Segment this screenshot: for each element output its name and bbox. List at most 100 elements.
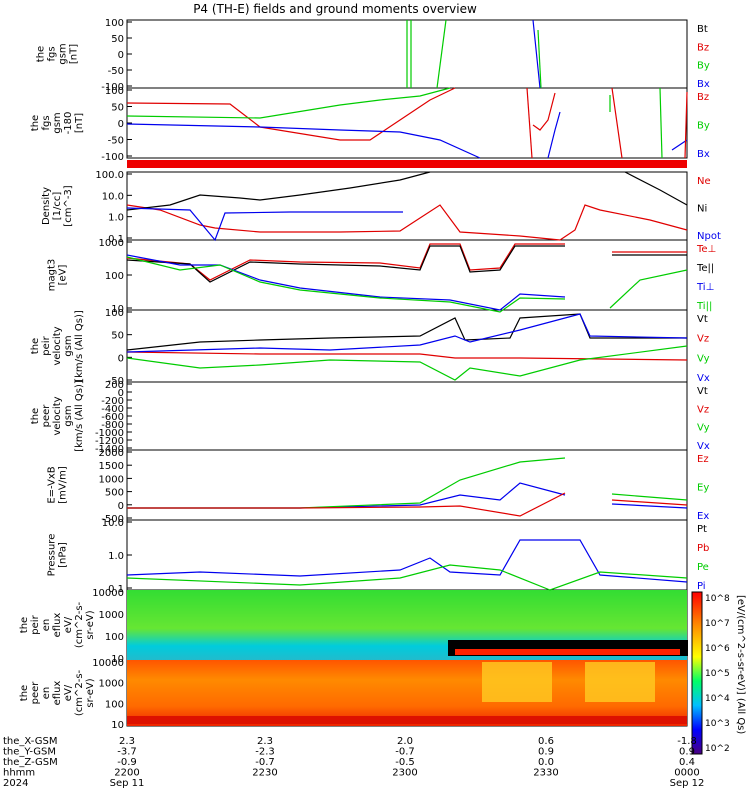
ytick-label: 1.0	[108, 213, 124, 224]
legend-label: Ti||	[696, 301, 712, 312]
ytick-label: -800	[101, 420, 124, 431]
xaxis-value: -0.7	[255, 757, 275, 768]
legend-label: Ne	[697, 176, 711, 187]
ytick-label: 100	[105, 271, 124, 282]
ytick-label: 1500	[99, 461, 124, 472]
ytick-label: 100	[105, 86, 124, 97]
ytick-label: 10.0	[102, 518, 124, 529]
ylabel-line: the	[36, 46, 47, 62]
ylabel-line: the	[30, 408, 41, 424]
ylabel-line: fgs	[47, 46, 58, 61]
ytick-label: 500	[105, 488, 124, 499]
efield-ez-trace	[611, 499, 688, 506]
legend-label: Ti⊥	[696, 282, 714, 293]
pressure-pi-trace	[126, 539, 688, 583]
xaxis-value: 2.3	[257, 736, 273, 747]
xaxis-value: 2.0	[397, 736, 413, 747]
ytick-label: 50	[111, 331, 124, 342]
density-ne-trace	[126, 204, 688, 241]
ytick-label: -400	[101, 404, 124, 415]
xaxis-value: 2230	[252, 768, 277, 779]
xaxis-row-label: the_Z-GSM	[3, 757, 58, 768]
bfield-by-trace	[537, 29, 542, 89]
ylabel-line: [eV]	[58, 265, 69, 286]
xaxis-value: 2300	[392, 768, 417, 779]
density-npot-trace	[126, 207, 403, 242]
colorbar-label: [eV/(cm^2-s-sr-eV)] (All Qs)	[735, 595, 746, 734]
ytick-label: 0.1	[108, 234, 124, 245]
ylabel-line: [nT]	[69, 44, 80, 64]
colorbar-tick-label: 10^2	[705, 744, 730, 754]
peir-vx-trace	[126, 313, 688, 353]
panel-frame-efield	[126, 449, 688, 521]
xaxis-value: 0.9	[679, 747, 695, 758]
spectrogram-hot-band	[455, 649, 680, 655]
ylabel-line: peir	[30, 614, 41, 634]
plot-title: P4 (TH-E) fields and ground moments over…	[193, 2, 477, 16]
ytick-label: 0	[118, 353, 124, 364]
ytick-label: 10	[111, 654, 124, 665]
legend-label: Ey	[697, 483, 709, 494]
efield-ex-trace	[611, 503, 688, 509]
temp-tipar-trace	[609, 269, 688, 309]
ylabel-line: [nT]	[74, 113, 85, 133]
ylabel-line: gsm	[63, 405, 74, 426]
pressure-pe-trace	[126, 564, 688, 591]
xaxis-value: -0.9	[117, 757, 137, 768]
ylabel-line: gsm	[52, 112, 63, 133]
ytick-label: 0.1	[108, 584, 124, 595]
ylabel-line: Density	[41, 187, 52, 225]
panel-frame-pressure	[126, 519, 688, 591]
ylabel-line: [cm^-3]	[63, 185, 74, 226]
ytick-label: -600	[101, 412, 124, 423]
ylabel-line: (cm^2-s-	[74, 601, 85, 648]
ylabel-line: magt3	[47, 259, 58, 292]
xaxis-row-label: the_X-GSM	[3, 736, 57, 747]
legend-label: Pi	[697, 581, 706, 592]
ytick-label: 1000	[99, 238, 124, 249]
ytick-label: 0	[118, 388, 124, 399]
bfield2-bx-trace	[671, 139, 688, 151]
bfield2-bz-trace	[526, 87, 533, 159]
xaxis-value: 0.9	[538, 747, 554, 758]
legend-label: Ez	[697, 454, 709, 465]
legend-label: Pe	[697, 562, 709, 573]
colorbar-tick-label: 10^8	[705, 594, 730, 604]
ylabel-line: gsm	[58, 43, 69, 64]
legend-label: Vt	[697, 314, 708, 325]
ytick-label: 10000	[92, 588, 124, 599]
legend-label: Vz	[697, 404, 709, 415]
temp-teperp-trace	[126, 243, 565, 281]
ylabel-line: [km/s (All Qs)]	[74, 310, 85, 382]
ytick-label: -100	[101, 152, 124, 163]
ylabel-line: E=-VxB	[47, 466, 58, 503]
ytick-label: 1000	[99, 474, 124, 485]
xaxis-value: -0.5	[395, 757, 415, 768]
xaxis-row-label: hhmm	[3, 768, 35, 779]
xaxis-value: -0.7	[395, 747, 415, 758]
ylabel-line: fgs	[41, 115, 52, 130]
ylabel-line: eflux	[52, 681, 63, 706]
xaxis-value: -1.8	[677, 736, 697, 747]
ylabel-line: gsm	[63, 335, 74, 356]
peir-vy-trace	[126, 345, 688, 381]
ytick-label: 100.0	[95, 170, 124, 181]
temp-tipar-trace	[126, 256, 566, 313]
colorbar-tick-label: 10^4	[705, 694, 730, 704]
ytick-label: -500	[101, 514, 124, 525]
xaxis-row-label: the_Y-GSM	[3, 747, 56, 758]
separator-bar	[127, 160, 687, 168]
bfield-by-trace	[436, 19, 447, 89]
ylabel-line: peer	[41, 404, 52, 428]
legend-label: By	[697, 121, 710, 132]
xaxis-value: 0.6	[538, 736, 554, 747]
ytick-label: -50	[108, 136, 124, 147]
ytick-label: 100	[105, 632, 124, 643]
xaxis-value: 0.4	[679, 757, 695, 768]
ytick-label: -1400	[95, 444, 124, 455]
legend-label: Bt	[697, 24, 708, 35]
ytick-label: 100	[105, 699, 124, 710]
ylabel-line: en	[41, 619, 52, 632]
legend-label: Bz	[697, 42, 709, 53]
bfield2-bz-trace	[684, 91, 688, 159]
